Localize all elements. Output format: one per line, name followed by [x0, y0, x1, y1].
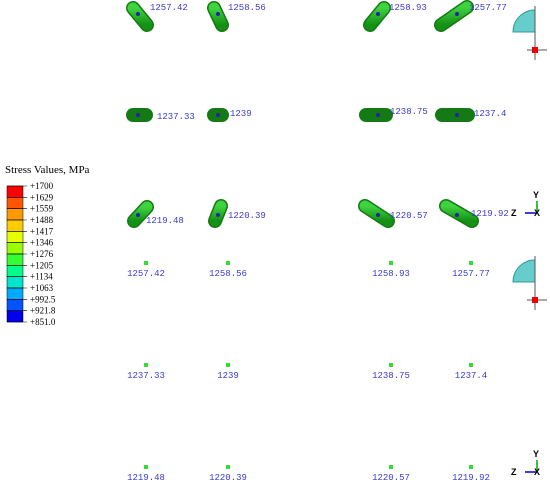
- node: [216, 12, 220, 16]
- legend-swatch: [6, 219, 24, 232]
- legend-label: +1205: [30, 260, 54, 270]
- marker: [532, 47, 538, 53]
- legend-label: +992.5: [30, 294, 56, 304]
- node-value: 1257.42: [150, 3, 188, 13]
- node: [389, 465, 393, 469]
- legend-swatch: [6, 231, 24, 243]
- legend-label: +1276: [30, 249, 54, 259]
- legend-swatch: [6, 242, 24, 255]
- node: [455, 113, 459, 117]
- node: [144, 261, 148, 265]
- legend-swatch: [6, 185, 24, 198]
- node-value: 1238.75: [390, 107, 428, 117]
- node: [136, 113, 140, 117]
- node: [376, 12, 380, 16]
- rod: [440, 200, 478, 227]
- node: [469, 465, 473, 469]
- node-value: 1258.93: [372, 269, 410, 279]
- node-value: 1237.4: [455, 371, 487, 381]
- node-value: 1258.56: [209, 269, 247, 279]
- node: [389, 261, 393, 265]
- node: [144, 465, 148, 469]
- node: [136, 213, 140, 217]
- legend-swatch: [6, 197, 24, 209]
- node-value: 1239: [217, 371, 239, 381]
- node: [455, 213, 459, 217]
- rod: [435, 1, 473, 31]
- node: [469, 363, 473, 367]
- node: [226, 363, 230, 367]
- rod: [208, 2, 228, 31]
- node-value: 1220.57: [372, 473, 410, 483]
- node-value: 1220.39: [209, 473, 247, 483]
- rod: [128, 201, 153, 227]
- rod: [364, 2, 390, 31]
- rod: [127, 2, 153, 31]
- rod: [359, 200, 394, 227]
- node-value: 1237.33: [127, 371, 165, 381]
- node-value: 1219.48: [146, 216, 184, 226]
- node: [389, 363, 393, 367]
- node-value: 1257.42: [127, 269, 165, 279]
- legend-label: +1700: [30, 181, 54, 191]
- node-value: 1257.77: [469, 3, 507, 13]
- node-value: 1257.77: [452, 269, 490, 279]
- legend-label: +921.8: [30, 306, 56, 316]
- legend-label: +1346: [30, 238, 54, 248]
- axis-label: Z: [511, 208, 517, 218]
- marker: [532, 297, 538, 303]
- node: [216, 213, 220, 217]
- node: [216, 113, 220, 117]
- view-cube: [512, 259, 536, 283]
- node: [144, 363, 148, 367]
- node: [136, 12, 140, 16]
- legend-swatch: [6, 276, 24, 289]
- node-value: 1258.56: [228, 3, 266, 13]
- node-value: 1219.92: [452, 473, 490, 483]
- node: [376, 213, 380, 217]
- legend-label: +1063: [30, 283, 54, 293]
- node: [469, 261, 473, 265]
- axis-label: X: [534, 208, 540, 218]
- legend-label: +1488: [30, 215, 54, 225]
- legend-swatch: [6, 253, 24, 266]
- legend-label: +851.0: [30, 317, 56, 327]
- legend-label: +1417: [30, 226, 54, 236]
- axis-label: Y: [533, 190, 539, 200]
- node-value: 1239: [230, 109, 252, 119]
- legend-swatch: [6, 287, 24, 300]
- legend-title: Stress Values, MPa: [5, 164, 90, 176]
- legend-swatch: [6, 208, 24, 221]
- legend-swatch: [6, 265, 24, 277]
- axis-label: Y: [533, 449, 539, 459]
- legend-label: +1629: [30, 192, 54, 202]
- node: [226, 465, 230, 469]
- legend-label: +1559: [30, 204, 54, 214]
- legend-swatch: [6, 299, 24, 311]
- node-value: 1237.4: [474, 109, 506, 119]
- node: [455, 12, 459, 16]
- legend-swatch: [6, 310, 24, 323]
- node-value: 1219.92: [471, 209, 509, 219]
- axis-label: X: [534, 467, 540, 477]
- view-cube: [512, 9, 536, 33]
- legend-label: +1134: [30, 272, 53, 282]
- node-value: 1237.33: [157, 112, 195, 122]
- node-value: 1238.75: [372, 371, 410, 381]
- node: [376, 113, 380, 117]
- node-value: 1220.57: [390, 211, 428, 221]
- node-value: 1219.48: [127, 473, 165, 483]
- node: [226, 261, 230, 265]
- node-value: 1220.39: [228, 211, 266, 221]
- axis-label: Z: [511, 467, 517, 477]
- node-value: 1258.93: [389, 3, 427, 13]
